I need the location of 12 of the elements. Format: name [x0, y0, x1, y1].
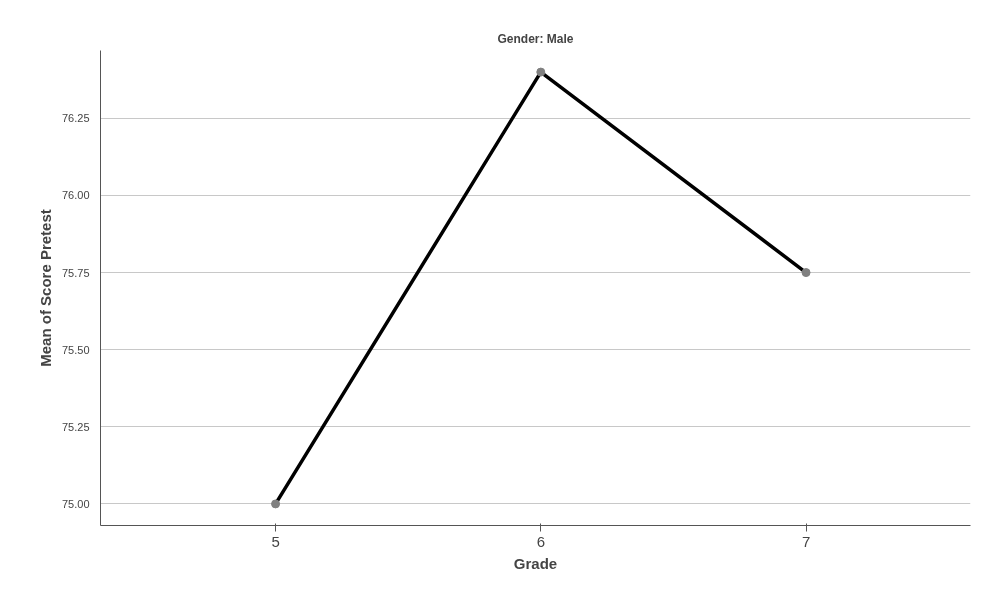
y-axis-title: Mean of Score Pretest: [36, 209, 54, 367]
y-tick-label: 75.25: [61, 420, 90, 433]
y-tick-label: 75.50: [61, 343, 90, 356]
y-tick-label: 76.00: [61, 189, 90, 202]
y-tick-label: 76.25: [61, 112, 90, 125]
y-tick-label: 75.00: [61, 497, 90, 510]
x-tick-label: 7: [801, 532, 811, 550]
x-axis-title: Grade: [513, 554, 558, 572]
x-tick-label: 6: [536, 532, 545, 550]
x-tick-label: 5: [271, 532, 280, 550]
y-tick-label: 75.75: [61, 266, 90, 279]
chart-title: Gender: Male: [497, 31, 574, 46]
